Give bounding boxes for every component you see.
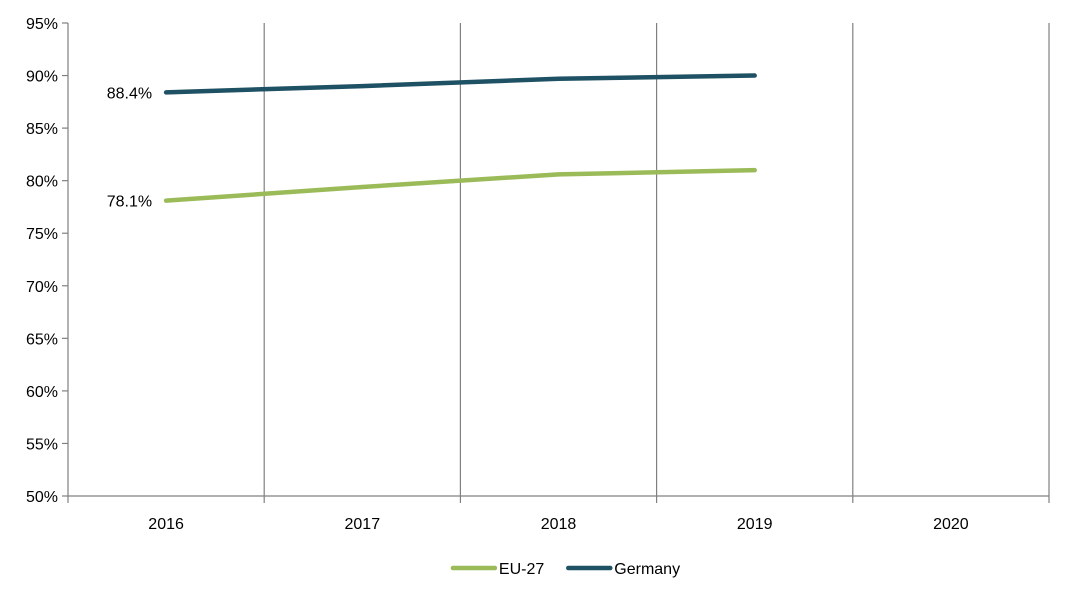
y-tick-label: 65% [26,331,58,348]
y-tick-label: 60% [26,384,58,401]
y-tick-label: 55% [26,436,58,453]
axes [62,22,1050,503]
legend-item: EU-27 [450,561,544,578]
x-tick-label: 2019 [737,516,773,533]
y-tick-label: 80% [26,174,58,191]
y-tick-label: 70% [26,279,58,296]
y-tick-label: 75% [26,226,58,243]
legend: EU-27 Germany [450,561,680,578]
legend-label: EU-27 [499,561,544,578]
y-tick-label: 85% [26,121,58,138]
legend-item: Germany [566,561,680,578]
series-line-eu-27 [163,167,757,203]
x-tick-label: 2016 [148,516,184,533]
data-label: 88.4% [107,85,152,102]
data-label: 78.1% [107,194,152,211]
series-line-germany [163,73,757,95]
x-tick-label: 2017 [345,516,381,533]
y-tick-label: 95% [26,16,58,33]
series-lines [163,73,757,203]
legend-label: Germany [614,561,680,578]
y-axis-ticks: 50% 55% 60% 65% 70% 75% 80% 85% 90% 95% [26,16,58,506]
data-labels: 78.1% 88.4% [107,85,152,210]
y-tick-label: 50% [26,489,58,506]
x-axis-ticks: 2016 2017 2018 2019 2020 [148,516,968,533]
y-tick-label: 90% [26,69,58,86]
gridlines [263,23,1050,496]
x-tick-label: 2020 [933,516,969,533]
x-tick-label: 2018 [541,516,577,533]
